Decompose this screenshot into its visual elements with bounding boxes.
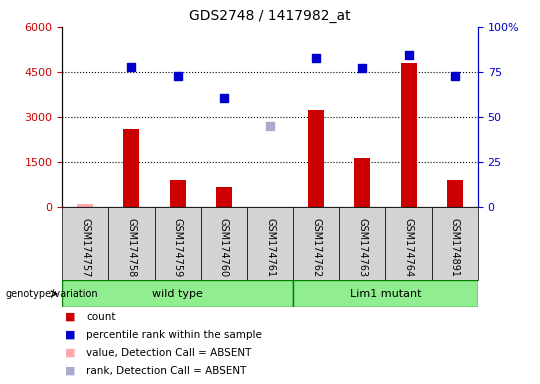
Text: GSM174762: GSM174762 xyxy=(311,218,321,278)
Text: wild type: wild type xyxy=(152,289,203,299)
Bar xyxy=(215,187,232,207)
Bar xyxy=(154,207,201,280)
Text: GSM174757: GSM174757 xyxy=(80,218,90,278)
Point xyxy=(404,51,413,58)
Text: rank, Detection Call = ABSENT: rank, Detection Call = ABSENT xyxy=(86,366,247,376)
Bar xyxy=(247,207,293,280)
Bar xyxy=(401,63,417,207)
Bar xyxy=(354,158,370,207)
Text: GSM174891: GSM174891 xyxy=(450,218,460,277)
Text: GSM174759: GSM174759 xyxy=(173,218,183,278)
Bar xyxy=(170,180,186,207)
Text: value, Detection Call = ABSENT: value, Detection Call = ABSENT xyxy=(86,348,252,358)
Point xyxy=(127,63,136,70)
Bar xyxy=(339,207,386,280)
Text: percentile rank within the sample: percentile rank within the sample xyxy=(86,330,262,340)
Point xyxy=(450,73,459,79)
Point xyxy=(219,95,228,101)
Bar xyxy=(62,280,293,307)
Bar xyxy=(77,204,93,207)
Text: ■: ■ xyxy=(65,330,75,340)
Text: ■: ■ xyxy=(65,312,75,322)
Bar xyxy=(308,109,325,207)
Text: ■: ■ xyxy=(65,366,75,376)
Bar xyxy=(293,207,339,280)
Text: GSM174763: GSM174763 xyxy=(357,218,367,277)
Point xyxy=(266,123,274,129)
Bar xyxy=(109,207,154,280)
Title: GDS2748 / 1417982_at: GDS2748 / 1417982_at xyxy=(189,9,351,23)
Bar xyxy=(431,207,478,280)
Text: ■: ■ xyxy=(65,348,75,358)
Bar xyxy=(293,280,478,307)
Text: GSM174760: GSM174760 xyxy=(219,218,229,277)
Text: GSM174758: GSM174758 xyxy=(126,218,137,278)
Point xyxy=(358,65,367,71)
Bar xyxy=(123,129,139,207)
Text: count: count xyxy=(86,312,116,322)
Bar xyxy=(62,207,109,280)
Text: GSM174764: GSM174764 xyxy=(403,218,414,277)
Text: Lim1 mutant: Lim1 mutant xyxy=(350,289,421,299)
Point xyxy=(312,55,321,61)
Text: genotype/variation: genotype/variation xyxy=(5,289,98,299)
Bar xyxy=(201,207,247,280)
Text: GSM174761: GSM174761 xyxy=(265,218,275,277)
Bar xyxy=(447,180,463,207)
Point xyxy=(173,73,182,79)
Bar xyxy=(386,207,431,280)
